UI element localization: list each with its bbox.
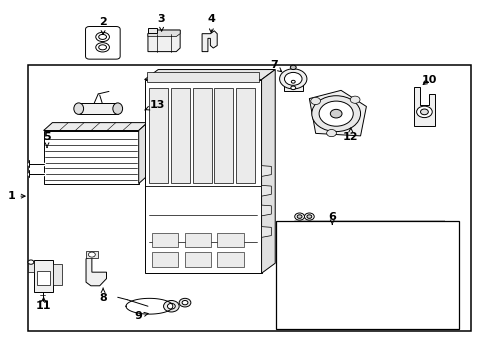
Ellipse shape xyxy=(99,35,106,40)
Bar xyxy=(214,88,233,183)
Polygon shape xyxy=(86,255,106,286)
Bar xyxy=(79,103,118,114)
Polygon shape xyxy=(284,76,303,91)
Bar xyxy=(217,252,243,267)
Circle shape xyxy=(304,213,314,220)
Bar xyxy=(184,252,210,267)
Text: 10: 10 xyxy=(421,75,437,85)
Text: 13: 13 xyxy=(144,100,165,110)
Polygon shape xyxy=(261,185,271,196)
Ellipse shape xyxy=(113,103,122,114)
Circle shape xyxy=(291,80,295,83)
Bar xyxy=(147,72,259,82)
Polygon shape xyxy=(139,123,147,184)
Bar xyxy=(43,131,139,184)
Bar xyxy=(86,251,98,258)
Circle shape xyxy=(179,298,190,307)
Bar xyxy=(34,260,53,292)
Ellipse shape xyxy=(74,103,83,114)
Circle shape xyxy=(88,252,95,257)
Polygon shape xyxy=(148,30,180,51)
Ellipse shape xyxy=(99,45,106,50)
FancyBboxPatch shape xyxy=(85,27,120,59)
Text: 1: 1 xyxy=(7,191,25,201)
Circle shape xyxy=(349,96,359,103)
Circle shape xyxy=(167,303,175,309)
Circle shape xyxy=(279,69,306,89)
Circle shape xyxy=(306,215,311,219)
Text: 4: 4 xyxy=(207,14,215,33)
Circle shape xyxy=(28,260,34,264)
Circle shape xyxy=(290,86,295,90)
Circle shape xyxy=(163,301,179,312)
Ellipse shape xyxy=(96,32,109,41)
Text: 2: 2 xyxy=(99,17,107,35)
Polygon shape xyxy=(413,87,434,126)
Bar xyxy=(148,28,157,33)
Circle shape xyxy=(294,213,304,220)
Bar xyxy=(171,88,190,183)
Circle shape xyxy=(297,215,302,219)
Circle shape xyxy=(319,101,352,126)
Bar xyxy=(27,65,470,330)
Bar xyxy=(37,271,50,285)
Polygon shape xyxy=(43,123,147,131)
Bar xyxy=(235,88,254,183)
Text: 3: 3 xyxy=(158,14,165,31)
Bar xyxy=(282,230,432,325)
Bar xyxy=(53,264,62,285)
Bar xyxy=(149,88,168,183)
Polygon shape xyxy=(261,69,275,273)
Text: 7: 7 xyxy=(269,60,281,72)
Polygon shape xyxy=(144,69,275,80)
Circle shape xyxy=(420,109,427,115)
Polygon shape xyxy=(148,30,180,37)
Circle shape xyxy=(330,109,341,118)
Circle shape xyxy=(326,130,336,137)
Circle shape xyxy=(284,72,302,85)
Ellipse shape xyxy=(96,42,109,52)
Polygon shape xyxy=(432,221,444,325)
Bar xyxy=(28,261,34,272)
Text: 12: 12 xyxy=(343,128,358,142)
Circle shape xyxy=(310,98,320,104)
Circle shape xyxy=(311,96,360,132)
Polygon shape xyxy=(261,226,271,237)
Polygon shape xyxy=(282,221,444,230)
Bar xyxy=(217,233,243,247)
Text: 8: 8 xyxy=(99,288,107,303)
Text: 11: 11 xyxy=(36,298,51,311)
Bar xyxy=(192,88,211,183)
Circle shape xyxy=(416,106,431,118)
Polygon shape xyxy=(261,166,271,176)
Text: 6: 6 xyxy=(327,212,336,224)
Bar xyxy=(184,233,210,247)
Polygon shape xyxy=(202,31,217,51)
Polygon shape xyxy=(261,205,271,216)
Bar xyxy=(152,252,178,267)
Circle shape xyxy=(290,65,296,69)
Text: 5: 5 xyxy=(43,132,51,148)
Bar xyxy=(144,80,261,273)
Polygon shape xyxy=(309,90,366,136)
Bar xyxy=(152,233,178,247)
Text: 9: 9 xyxy=(134,311,148,320)
Bar xyxy=(276,221,458,329)
Circle shape xyxy=(182,301,187,305)
